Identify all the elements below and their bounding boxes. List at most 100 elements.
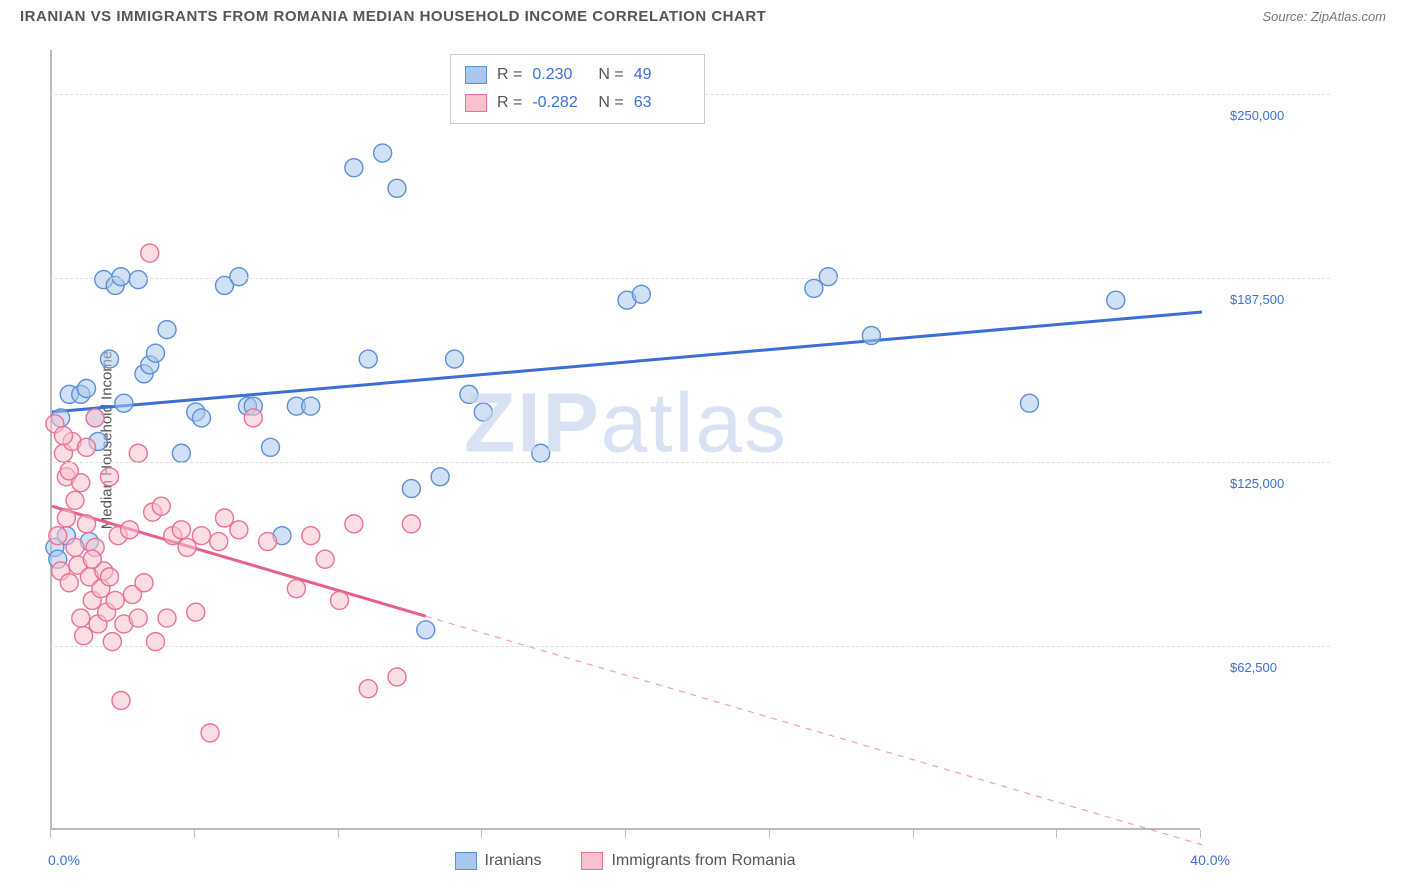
x-tick (913, 830, 914, 838)
data-point (147, 344, 165, 362)
data-point (101, 468, 119, 486)
data-point (460, 385, 478, 403)
x-tick (194, 830, 195, 838)
data-point (66, 491, 84, 509)
data-point (78, 379, 96, 397)
data-point (287, 580, 305, 598)
trendline-extrapolated-Immigrants from Romania (426, 616, 1202, 844)
data-point (83, 550, 101, 568)
legend-item: Immigrants from Romania (581, 852, 795, 870)
data-point (244, 409, 262, 427)
legend-label: Immigrants from Romania (611, 852, 795, 870)
data-point (259, 533, 277, 551)
source-attribution: Source: ZipAtlas.com (1262, 9, 1386, 24)
data-point (129, 444, 147, 462)
legend-item: Iranians (455, 852, 542, 870)
gridline (50, 278, 1330, 279)
data-point (359, 350, 377, 368)
data-point (474, 403, 492, 421)
x-tick (769, 830, 770, 838)
stat-n-value: 49 (634, 61, 690, 89)
data-point (316, 550, 334, 568)
data-point (193, 409, 211, 427)
data-point (1107, 291, 1125, 309)
data-point (66, 538, 84, 556)
stats-row: R =-0.282N =63 (465, 89, 690, 117)
data-point (49, 527, 67, 545)
x-tick (50, 830, 51, 838)
data-point (819, 268, 837, 286)
stat-r-value: 0.230 (532, 61, 588, 89)
data-point (1021, 394, 1039, 412)
data-point (331, 591, 349, 609)
data-point (431, 468, 449, 486)
data-point (141, 244, 159, 262)
data-point (388, 179, 406, 197)
legend-swatch (455, 852, 477, 870)
data-point (359, 680, 377, 698)
data-point (101, 350, 119, 368)
data-point (210, 533, 228, 551)
data-point (57, 509, 75, 527)
data-point (75, 627, 93, 645)
data-point (230, 268, 248, 286)
y-axis-label: $125,000 (1230, 476, 1284, 491)
data-point (86, 409, 104, 427)
series-swatch (465, 94, 487, 112)
stats-legend-box: R =0.230N =49R =-0.282N =63 (450, 54, 705, 124)
x-tick (625, 830, 626, 838)
gridline (50, 462, 1330, 463)
data-point (147, 633, 165, 651)
data-point (262, 438, 280, 456)
data-point (230, 521, 248, 539)
stats-row: R = 0.230 N = 49 (465, 61, 690, 89)
stat-n-value: 63 (634, 89, 690, 117)
stat-r-label: R = (497, 89, 522, 117)
data-point (72, 609, 90, 627)
chart-title: IRANIAN VS IMMIGRANTS FROM ROMANIA MEDIA… (20, 8, 766, 25)
series-swatch (465, 66, 487, 84)
stat-n-label: N = (598, 61, 623, 89)
data-point (78, 515, 96, 533)
stat-n-label: N = (598, 89, 623, 117)
data-point (178, 538, 196, 556)
data-point (216, 509, 234, 527)
data-point (402, 480, 420, 498)
data-point (115, 394, 133, 412)
data-point (172, 444, 190, 462)
plot-svg (52, 50, 1352, 830)
legend-bottom: Iranians Immigrants from Romania (50, 852, 1200, 870)
x-tick (338, 830, 339, 838)
data-point (187, 603, 205, 621)
data-point (106, 591, 124, 609)
data-point (55, 427, 73, 445)
data-point (103, 633, 121, 651)
data-point (374, 144, 392, 162)
data-point (112, 691, 130, 709)
data-point (158, 609, 176, 627)
x-tick (1200, 830, 1201, 838)
data-point (862, 327, 880, 345)
data-point (129, 609, 147, 627)
y-axis-label: $62,500 (1230, 660, 1277, 675)
data-point (193, 527, 211, 545)
data-point (172, 521, 190, 539)
data-point (112, 268, 130, 286)
data-point (417, 621, 435, 639)
data-point (345, 159, 363, 177)
data-point (101, 568, 119, 586)
gridline (50, 646, 1330, 647)
data-point (402, 515, 420, 533)
data-point (302, 397, 320, 415)
data-point (129, 271, 147, 289)
data-point (60, 462, 78, 480)
data-point (152, 497, 170, 515)
y-axis-label: $250,000 (1230, 108, 1284, 123)
data-point (388, 668, 406, 686)
legend-swatch (581, 852, 603, 870)
data-point (158, 321, 176, 339)
data-point (302, 527, 320, 545)
legend-label: Iranians (485, 852, 542, 870)
data-point (60, 574, 78, 592)
stat-r-label: R = (497, 61, 522, 89)
